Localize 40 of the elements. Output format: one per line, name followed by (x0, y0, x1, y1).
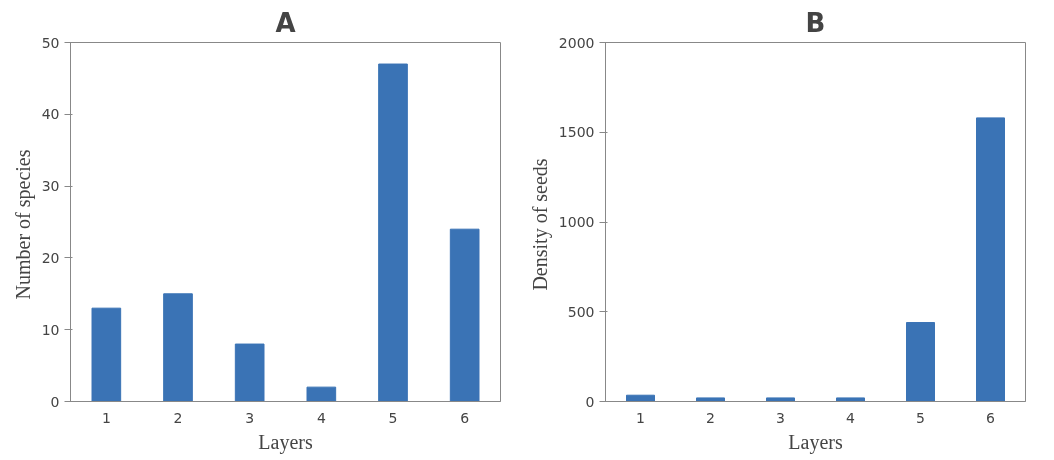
y-tick-label: 10 (41, 321, 60, 338)
x-tick-label: 4 (846, 409, 856, 426)
y-tick-label: 40 (41, 106, 60, 123)
y-tick-label: 2000 (558, 34, 595, 51)
bar (836, 397, 865, 402)
y-axis-title: Density of seeds (528, 158, 552, 291)
x-tick-label: 5 (916, 409, 925, 426)
x-tick-label: 2 (706, 409, 715, 426)
x-tick-label: 1 (101, 409, 111, 426)
x-tick-label: 3 (245, 409, 255, 426)
x-tick-label: 2 (173, 409, 183, 426)
bar (306, 386, 337, 402)
y-tick-label: 1000 (558, 214, 595, 230)
bar (378, 63, 408, 402)
x-tick-label: 3 (776, 409, 785, 426)
y-tick-label: 500 (567, 303, 595, 320)
x-tick-label: 4 (316, 409, 326, 426)
y-tick-label: 1500 (558, 124, 595, 141)
chart-title: B (805, 7, 826, 38)
x-axis-title: Layers (258, 430, 313, 454)
y-tick-label: 20 (41, 249, 60, 266)
y-tick-label: 0 (585, 393, 595, 410)
bar (234, 343, 265, 402)
x-tick-label: 1 (636, 409, 645, 426)
chart-title: A (275, 7, 296, 38)
bar (696, 397, 725, 402)
x-tick-label: 5 (388, 409, 398, 426)
bar (449, 228, 480, 402)
y-tick-label: 50 (41, 34, 60, 51)
y-axis-title: Number of species (11, 149, 35, 300)
bar (163, 293, 193, 402)
bar (976, 117, 1005, 402)
x-tick-label: 6 (986, 409, 996, 426)
y-tick-label: 0 (50, 393, 60, 410)
y-tick-label: 30 (41, 178, 60, 195)
bar (766, 397, 795, 402)
x-axis-title: Layers (788, 430, 843, 454)
x-tick-label: 6 (460, 409, 470, 426)
bar (91, 307, 122, 402)
bar (906, 322, 935, 402)
